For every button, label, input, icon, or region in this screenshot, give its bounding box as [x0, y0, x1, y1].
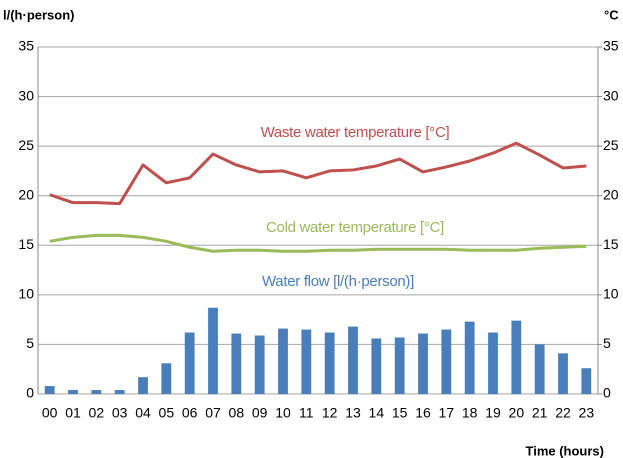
bar: [231, 333, 242, 394]
y-tick-label: 15: [18, 236, 34, 252]
bar: [534, 344, 545, 394]
x-tick-label: 20: [509, 405, 525, 421]
bar: [324, 332, 335, 394]
bar: [184, 332, 195, 394]
x-tick-label: 16: [415, 405, 431, 421]
x-tick-label: 14: [369, 405, 385, 421]
y2-tick-label: 10: [603, 286, 619, 302]
series-label: Water flow [l/(h·person)]: [262, 273, 414, 290]
y-tick-label: 10: [18, 286, 34, 302]
y2-tick-label: 0: [603, 385, 611, 401]
bar: [208, 307, 218, 394]
x-tick-label: 11: [299, 405, 314, 421]
x-tick-label: 13: [345, 405, 361, 421]
bar: [511, 320, 522, 394]
y2-tick-label: 5: [603, 335, 611, 351]
y-tick-label: 35: [18, 38, 34, 54]
y-axis-title: l/(h·person): [3, 7, 75, 22]
bar: [488, 332, 498, 394]
series-label: Cold water temperature [°C]: [266, 219, 444, 236]
x-tick-label: 06: [182, 405, 198, 421]
bar: [581, 368, 592, 394]
x-tick-label: 22: [555, 405, 571, 421]
bar: [161, 363, 172, 394]
y-tick-label: 25: [18, 137, 34, 153]
bar: [371, 338, 382, 394]
line: [49, 233, 587, 253]
y-tick-label: 0: [26, 385, 34, 401]
bar: [394, 337, 405, 394]
y2-tick-label: 25: [603, 137, 619, 153]
bar: [114, 390, 125, 394]
x-axis-title: Time (hours): [526, 443, 605, 458]
y-tick-label: 30: [18, 87, 34, 103]
x-tick-label: 07: [205, 405, 221, 421]
line: [49, 141, 587, 206]
x-tick-label: 03: [112, 405, 128, 421]
bar: [91, 390, 102, 394]
bar: [558, 353, 568, 394]
x-tick-label: 09: [252, 405, 268, 421]
x-tick-label: 19: [485, 405, 501, 421]
y2-tick-label: 20: [603, 186, 619, 202]
series-label: Waste water temperature [°C]: [261, 124, 450, 141]
bar: [418, 333, 428, 394]
x-tick-label: 10: [275, 405, 291, 421]
bar: [68, 390, 78, 394]
y2-tick-label: 15: [603, 236, 619, 252]
x-tick-label: 04: [135, 405, 151, 421]
x-tick-label: 18: [462, 405, 478, 421]
bar: [138, 377, 148, 394]
y2-tick-label: 35: [603, 38, 619, 54]
x-tick-label: 21: [532, 405, 548, 421]
x-tick-label: 05: [159, 405, 175, 421]
x-tick-label: 15: [392, 405, 408, 421]
x-tick-label: 08: [229, 405, 245, 421]
bar: [254, 335, 265, 394]
x-tick-label: 17: [439, 405, 455, 421]
bar: [44, 386, 55, 394]
y-tick-label: 5: [26, 335, 34, 351]
x-tick-label: 02: [89, 405, 105, 421]
x-tick-label: 23: [579, 405, 595, 421]
bar: [301, 329, 312, 394]
y2-tick-label: 30: [603, 87, 619, 103]
y-tick-label: 20: [18, 186, 34, 202]
bar: [278, 328, 288, 394]
x-tick-label: 01: [65, 405, 81, 421]
bar: [441, 329, 452, 394]
bar: [464, 321, 475, 394]
x-tick-label: 00: [42, 405, 58, 421]
bar: [348, 326, 358, 394]
y2-axis-title: °C: [604, 7, 619, 22]
x-tick-label: 12: [322, 405, 338, 421]
